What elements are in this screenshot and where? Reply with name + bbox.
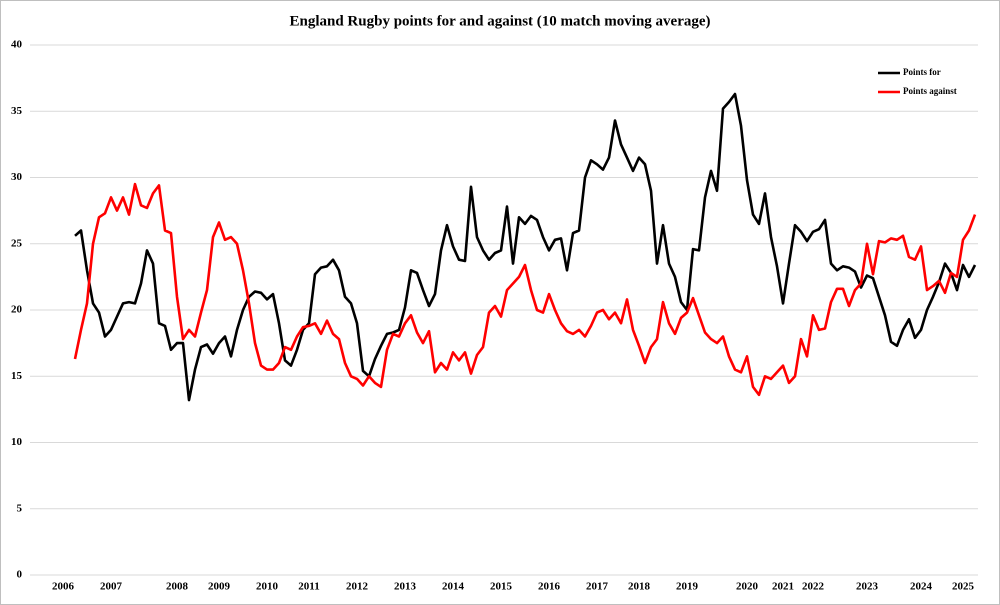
x-tick-label: 2011 [298,581,319,593]
x-tick-label: 2009 [208,581,231,593]
x-tick-label: 2024 [910,581,933,593]
x-tick-label: 2010 [256,581,279,593]
x-tick-label: 2018 [628,581,651,593]
x-tick-label: 2021 [772,581,794,593]
y-tick-label: 25 [11,237,23,249]
series-line [73,182,977,397]
y-tick-label: 10 [11,436,23,448]
legend-label: Points for [903,67,941,77]
y-tick-label: 40 [11,39,23,51]
x-tick-label: 2012 [346,581,369,593]
x-tick-label: 2020 [736,581,759,593]
x-tick-label: 2019 [676,581,699,593]
y-tick-label: 35 [11,105,23,117]
y-tick-label: 20 [11,304,23,316]
x-tick-label: 2017 [586,581,609,593]
x-tick-label: 2006 [52,581,75,593]
x-tick-label: 2016 [538,581,561,593]
y-tick-label: 15 [11,370,23,382]
series-line [74,92,977,402]
x-tick-label: 2013 [394,581,417,593]
legend-label: Points against [903,86,957,96]
x-tick-label: 2023 [856,581,879,593]
chart-title: England Rugby points for and against (10… [289,13,710,29]
x-tick-label: 2025 [952,581,975,593]
x-tick-label: 2008 [166,581,189,593]
x-tick-label: 2022 [802,581,825,593]
x-tick-label: 2015 [490,581,513,593]
y-tick-label: 0 [17,569,23,581]
x-tick-label: 2007 [100,581,123,593]
y-tick-label: 5 [17,502,23,514]
y-tick-label: 30 [11,171,23,183]
x-tick-label: 2014 [442,581,465,593]
